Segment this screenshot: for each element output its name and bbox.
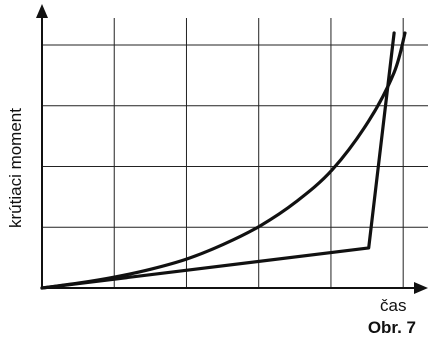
axes xyxy=(36,4,428,294)
x-axis-label: čas xyxy=(380,296,407,315)
y-axis-label: krútiaci moment xyxy=(4,28,25,228)
y-axis-arrow xyxy=(36,4,48,18)
y-axis-label-text: krútiaci moment xyxy=(6,108,25,228)
series-group xyxy=(40,31,407,290)
grid xyxy=(42,18,428,288)
figure-caption: Obr. 7 xyxy=(367,318,416,337)
series-line-2 xyxy=(40,31,396,290)
series-line-1 xyxy=(40,31,407,290)
x-axis-arrow xyxy=(414,282,428,294)
